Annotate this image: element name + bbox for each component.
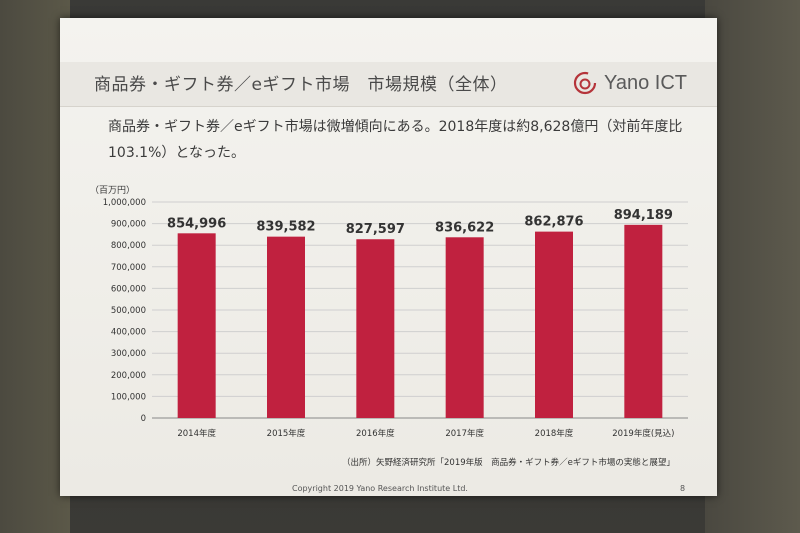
y-tick-label: 100,000 <box>111 392 146 402</box>
data-label: 894,189 <box>614 208 673 223</box>
logo-text: Yano ICT <box>604 71 687 94</box>
data-label: 836,622 <box>435 220 494 235</box>
x-tick-label: 2017年度 <box>445 428 484 439</box>
projection-screen: 商品券・ギフト券／eギフト市場 市場規模（全体） Yano ICT 商品券・ギフ… <box>60 18 717 496</box>
wall-left <box>0 0 70 533</box>
data-label: 827,597 <box>346 222 405 237</box>
x-tick-label: 2015年度 <box>267 428 306 439</box>
bar <box>356 239 395 418</box>
source-note: （出所）矢野経済研究所「2019年版 商品券・ギフト券／eギフト市場の実態と展望… <box>342 458 675 468</box>
wall-right <box>705 0 800 533</box>
y-tick-label: 600,000 <box>111 284 146 294</box>
data-label: 854,996 <box>167 216 226 231</box>
yano-logo-icon <box>573 71 597 95</box>
y-tick-label: 800,000 <box>111 241 146 251</box>
title-band <box>60 62 717 107</box>
y-tick-label: 400,000 <box>111 328 146 338</box>
data-label: 862,876 <box>524 215 583 230</box>
bar <box>445 237 484 418</box>
data-label: 839,582 <box>256 220 315 235</box>
logo: Yano ICT <box>572 68 687 98</box>
y-tick-label: 200,000 <box>111 371 146 381</box>
bar-chart: 0 100,000 200,000 300,000 400,000 500,000 600,… <box>103 198 688 439</box>
x-tick-label: 2018年度 <box>535 428 574 439</box>
y-tick-label: 1,000,000 <box>103 198 146 208</box>
bar <box>267 236 305 418</box>
page-number: 8 <box>680 484 686 493</box>
y-tick-label: 500,000 <box>111 306 146 316</box>
y-tick-label: 900,000 <box>111 220 146 230</box>
x-tick-label: 2019年度(見込) <box>612 428 674 439</box>
y-axis-unit-label: （百万円） <box>90 186 136 196</box>
x-tick-label: 2014年度 <box>177 428 216 439</box>
y-tick-label: 0 <box>141 414 146 424</box>
y-tick-label: 300,000 <box>111 349 146 359</box>
x-tick-label: 2016年度 <box>356 428 395 439</box>
slide-summary: 商品券・ギフト券／eギフト市場は微増傾向にある。2018年度は約8,628億円（… <box>108 119 683 161</box>
bar <box>177 233 216 418</box>
slide-title: 商品券・ギフト券／eギフト市場 市場規模（全体） <box>94 75 508 95</box>
copyright: Copyright 2019 Yano Research Institute L… <box>292 484 468 493</box>
bar <box>535 231 573 418</box>
y-tick-label: 700,000 <box>111 263 146 273</box>
bar <box>624 224 663 418</box>
